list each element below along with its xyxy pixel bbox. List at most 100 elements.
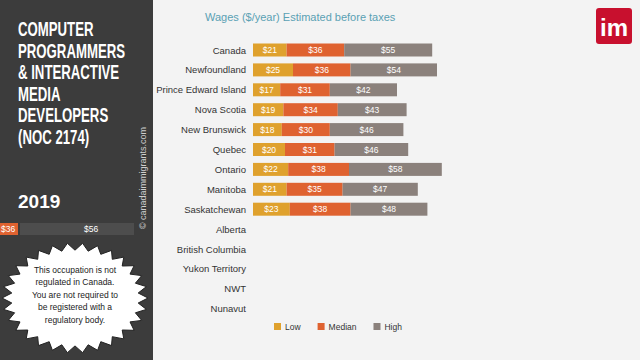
legend: Low Median High bbox=[274, 322, 402, 332]
data-label: $54 bbox=[387, 65, 401, 75]
data-label: $31 bbox=[298, 85, 312, 95]
data-label: $20 bbox=[262, 145, 276, 155]
data-label: $31 bbox=[303, 145, 317, 155]
data-label: $25 bbox=[266, 65, 280, 75]
data-label: $48 bbox=[382, 204, 396, 214]
bar-segment bbox=[253, 183, 287, 196]
data-label: $23 bbox=[264, 204, 278, 214]
bar-segment bbox=[253, 203, 290, 216]
note-bubble bbox=[2, 243, 148, 352]
category-label: Alberta bbox=[216, 224, 247, 235]
data-label: $43 bbox=[365, 105, 379, 115]
legend-swatch bbox=[318, 323, 325, 330]
category-label: Newfoundland bbox=[185, 64, 246, 75]
bar-segment bbox=[351, 203, 428, 216]
legend-swatch bbox=[373, 323, 380, 330]
bar-segment bbox=[253, 44, 287, 57]
data-label: $55 bbox=[381, 45, 395, 55]
fragment-segment bbox=[20, 223, 134, 235]
data-label: $36 bbox=[308, 45, 322, 55]
data-label: $46 bbox=[360, 125, 374, 135]
sidebar-title: COMPUTERPROGRAMMERS& INTERACTIVEMEDIADEV… bbox=[18, 18, 125, 148]
bar-segment bbox=[283, 103, 337, 116]
bar-segment bbox=[344, 44, 432, 57]
data-labels: $21 $36 $55 $25 $36 $54 $17 $31 $42 $19 $34 $43 $18 $… bbox=[260, 45, 403, 214]
category-label: Yukon Territory bbox=[183, 263, 246, 274]
data-label: $35 bbox=[308, 184, 322, 194]
background bbox=[0, 0, 640, 360]
fragment-segment bbox=[0, 223, 18, 235]
category-label: Manitoba bbox=[207, 184, 247, 195]
data-label: $22 bbox=[264, 164, 278, 174]
bar-segment bbox=[330, 123, 404, 136]
category-label: British Columbia bbox=[177, 244, 247, 255]
category-label: Nunavut bbox=[211, 303, 247, 314]
category-label: Quebec bbox=[213, 144, 247, 155]
bar-segment bbox=[351, 63, 437, 76]
legend-label: High bbox=[384, 322, 402, 332]
fragment-label: $36 bbox=[1, 224, 15, 234]
data-label: $30 bbox=[299, 125, 313, 135]
note-line: be registered with a bbox=[38, 302, 112, 312]
sidebar-title-line: PROGRAMMERS bbox=[18, 40, 125, 62]
category-label: Ontario bbox=[215, 164, 246, 175]
category-label: New Brunswick bbox=[181, 124, 246, 135]
sidebar-title-line: & INTERACTIVE bbox=[18, 61, 119, 83]
bar-segment bbox=[253, 123, 282, 136]
bar-segment bbox=[253, 83, 280, 96]
sidebar-title-line: COMPUTER bbox=[18, 18, 94, 40]
data-label: $58 bbox=[388, 164, 402, 174]
category-label: Prince Edward Island bbox=[156, 84, 246, 95]
data-label: $34 bbox=[304, 105, 318, 115]
bar-segment bbox=[282, 123, 330, 136]
data-label: $21 bbox=[263, 45, 277, 55]
note-line: You are not required to bbox=[32, 290, 118, 300]
fragment-label: $56 bbox=[84, 224, 98, 234]
bar-segment bbox=[343, 183, 418, 196]
chart-title: Wages ($/year) Estimated before taxes bbox=[205, 11, 396, 23]
bars bbox=[253, 44, 442, 216]
note-line: This occupation is not bbox=[34, 265, 117, 275]
data-label: $18 bbox=[260, 125, 274, 135]
bar-segment bbox=[287, 44, 345, 57]
bar-segment bbox=[253, 163, 288, 176]
data-label: $38 bbox=[313, 204, 327, 214]
bar-segment bbox=[288, 163, 349, 176]
sidebar-title-line: DEVELOPERS bbox=[18, 105, 108, 127]
bar-segment bbox=[287, 183, 343, 196]
data-label: $46 bbox=[364, 145, 378, 155]
bar-segment bbox=[330, 83, 397, 96]
copyright: © canadaimmigrants.com bbox=[138, 127, 148, 229]
legend-swatch bbox=[274, 323, 281, 330]
bar-segment bbox=[293, 63, 351, 76]
sidebar-title-line: MEDIA bbox=[18, 83, 61, 105]
sidebar-year: 2019 bbox=[18, 191, 60, 212]
bar-segment bbox=[253, 63, 293, 76]
category-label: Saskatchewan bbox=[184, 204, 246, 215]
data-label: $42 bbox=[356, 85, 370, 95]
data-label: $19 bbox=[261, 105, 275, 115]
bar-segment bbox=[253, 143, 285, 156]
logo-text: im bbox=[600, 14, 628, 41]
bar-segment bbox=[253, 103, 283, 116]
category-label: NWT bbox=[224, 283, 246, 294]
chart: COMPUTERPROGRAMMERS& INTERACTIVEMEDIADEV… bbox=[0, 0, 640, 360]
bar-segment bbox=[349, 163, 442, 176]
legend-label: Median bbox=[329, 322, 357, 332]
category-label: Canada bbox=[213, 45, 247, 56]
legend-label: Low bbox=[285, 322, 301, 332]
data-label: $47 bbox=[373, 184, 387, 194]
data-label: $38 bbox=[312, 164, 326, 174]
note-line: regulated in Canada. bbox=[36, 277, 115, 287]
bar-segment bbox=[280, 83, 330, 96]
bar-segment bbox=[290, 203, 351, 216]
data-label: $21 bbox=[263, 184, 277, 194]
data-label: $36 bbox=[315, 65, 329, 75]
data-label: $17 bbox=[260, 85, 274, 95]
bar-segment bbox=[335, 143, 409, 156]
side-panel bbox=[0, 0, 153, 360]
sidebar-title-line: (NOC 2174) bbox=[18, 126, 89, 148]
category-label: Nova Scotia bbox=[195, 104, 247, 115]
bar-segment bbox=[285, 143, 335, 156]
note-line: regulatory body. bbox=[45, 315, 105, 325]
